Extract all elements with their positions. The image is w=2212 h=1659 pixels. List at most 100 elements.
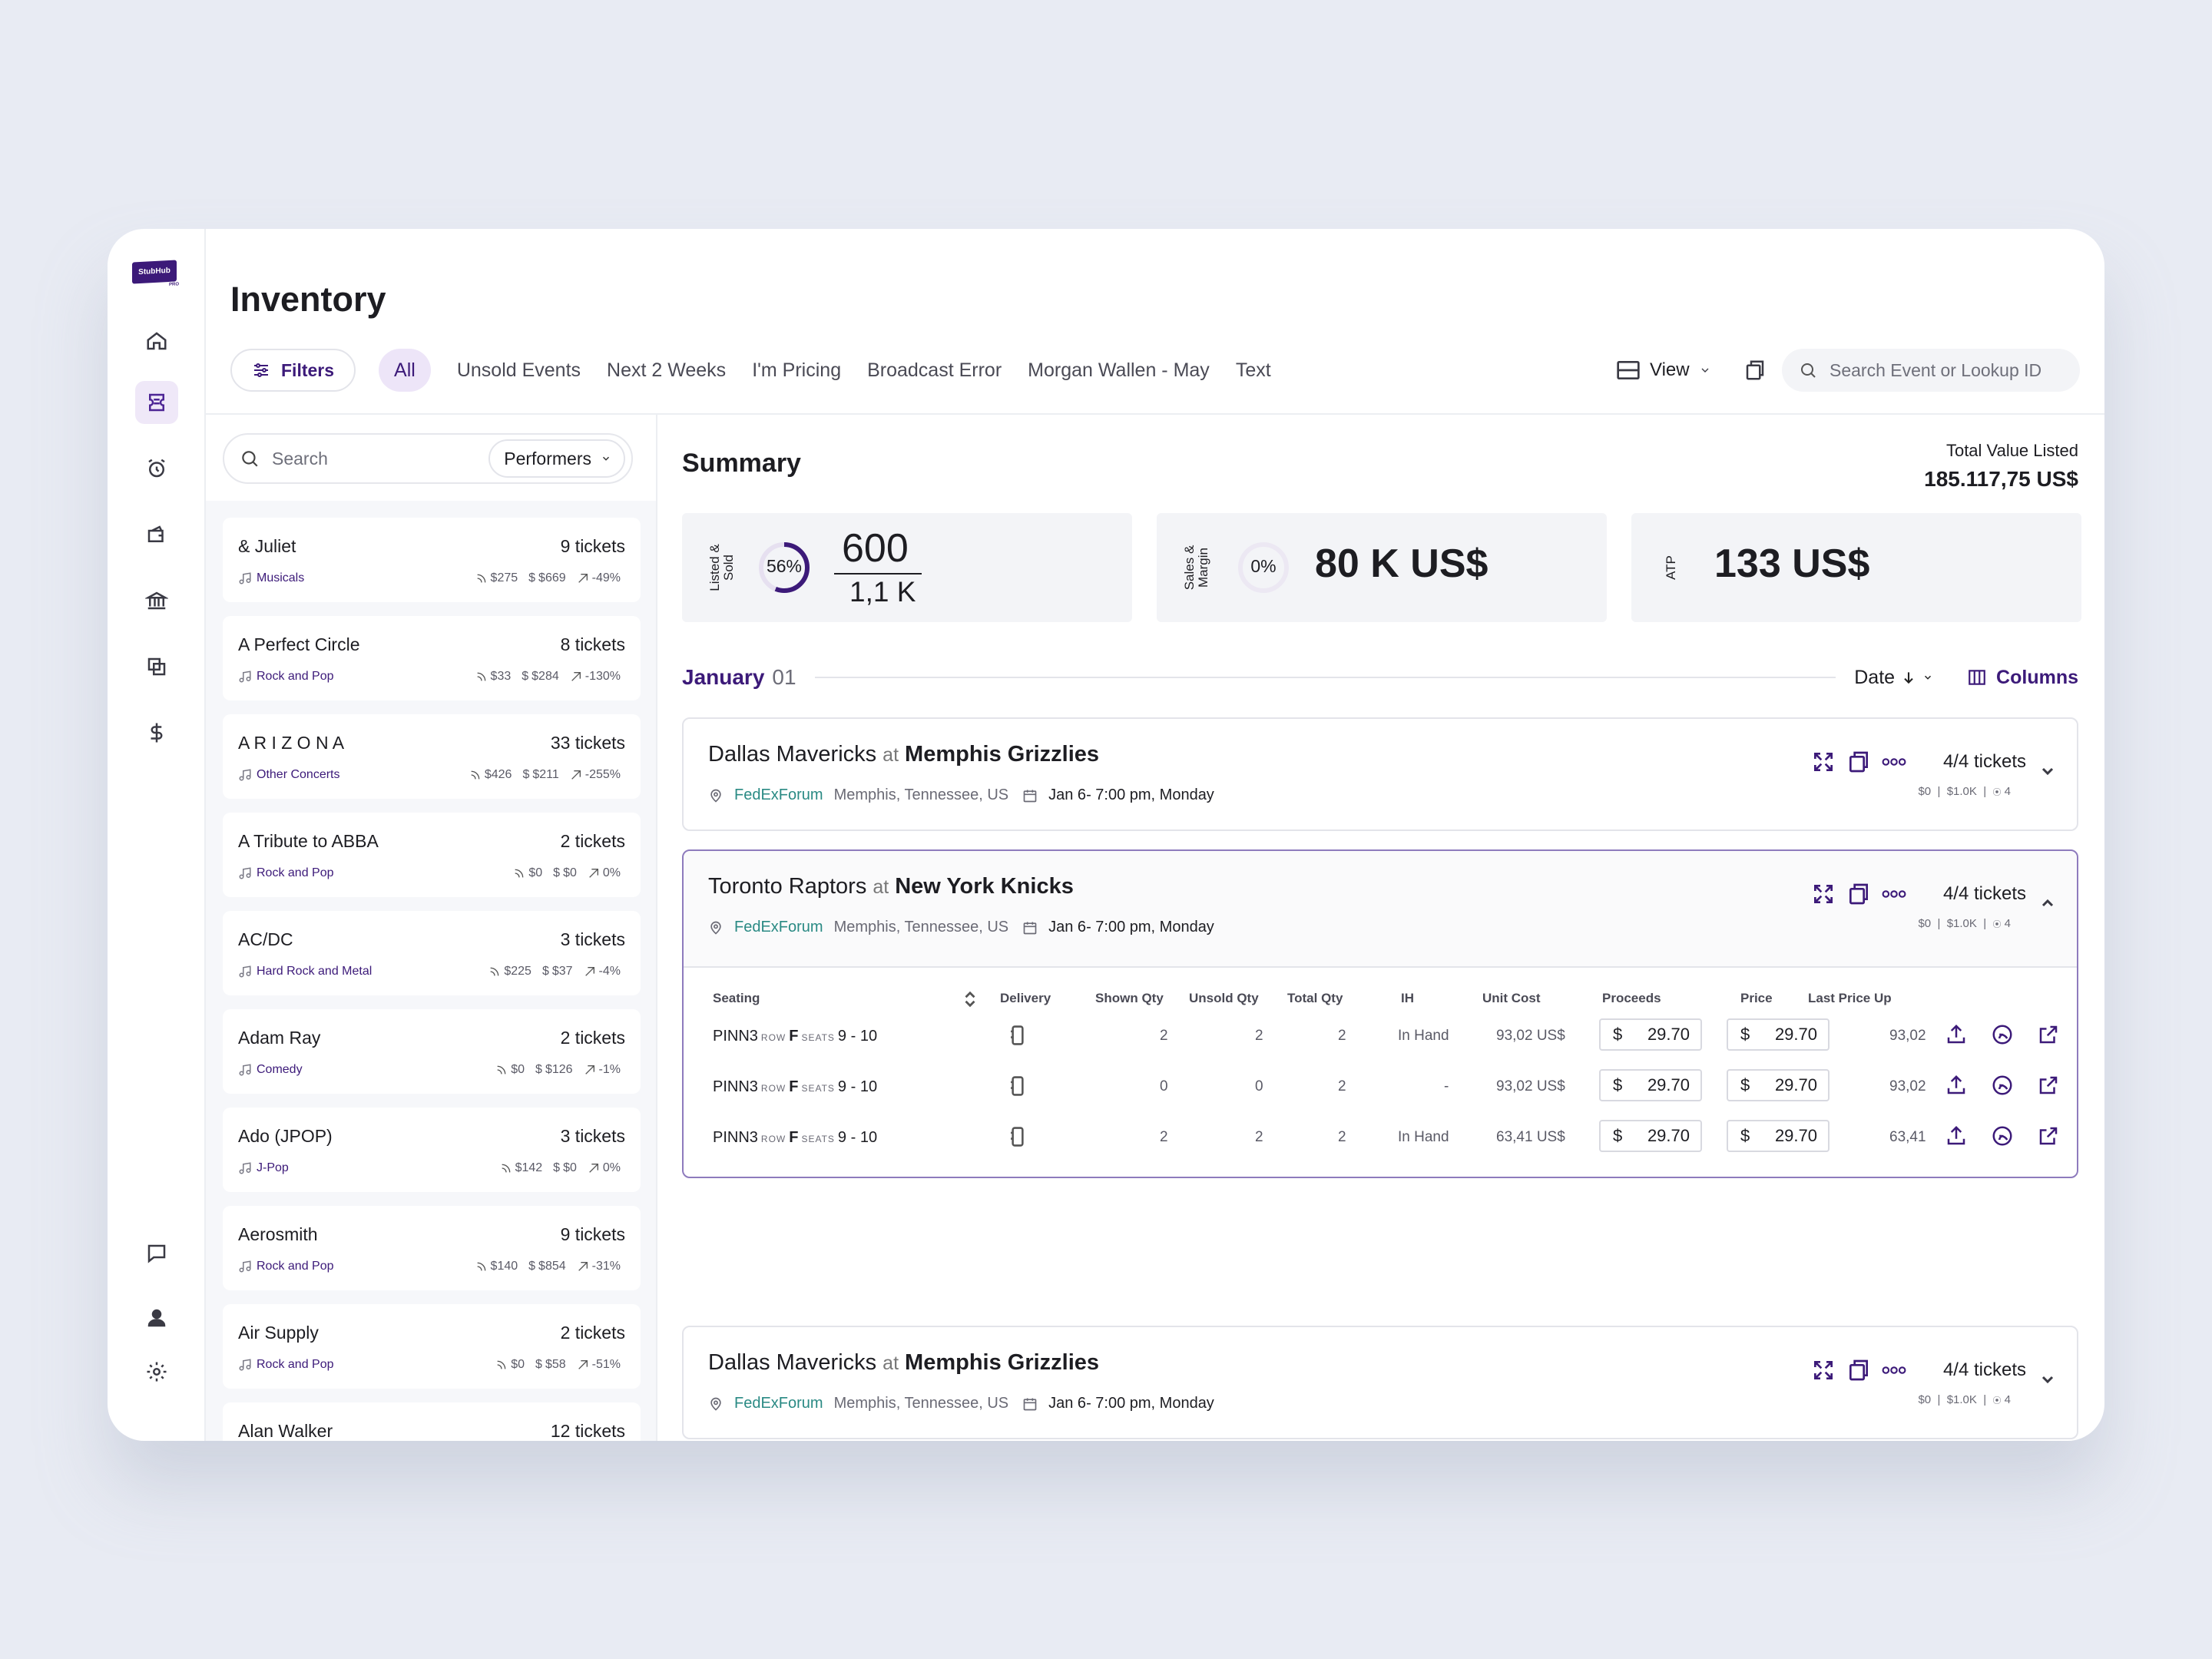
tab-unsold-events[interactable]: Unsold Events [456, 359, 581, 381]
price-input[interactable]: $29.70 [1727, 1120, 1830, 1152]
venue-link[interactable]: FedExForum [734, 786, 823, 803]
column-header[interactable]: Unsold Qty [1189, 991, 1259, 1005]
margin-icon [578, 574, 588, 583]
performer-card[interactable]: & Juliet 9 tickets Musicals $275 $ $669 -4… [223, 518, 641, 602]
stubhub-logo[interactable]: StubHub PRO [132, 260, 180, 289]
tab-next-2-weeks[interactable]: Next 2 Weeks [607, 359, 727, 381]
expand-icon[interactable] [1811, 750, 1836, 774]
filters-button[interactable]: Filters [230, 349, 356, 392]
external-link-icon[interactable] [2037, 1124, 2060, 1147]
performer-card[interactable]: Adam Ray 2 tickets Comedy $0 $ $126 -1% [223, 1009, 641, 1094]
expand-icon[interactable] [1811, 1358, 1836, 1382]
performer-tickets: 3 tickets [560, 929, 625, 949]
performer-search[interactable]: Performers [223, 433, 633, 484]
sort-icon[interactable] [963, 991, 977, 1008]
performers-dropdown[interactable]: Performers [488, 439, 625, 478]
event-meta: FedExForum Memphis, Tennessee, US Jan 6-… [708, 919, 1214, 936]
column-header[interactable]: Unit Cost [1482, 991, 1541, 1005]
duplicate-button[interactable] [1743, 359, 1767, 382]
broadcast-icon[interactable] [1991, 1074, 2014, 1097]
more-icon[interactable] [1882, 882, 1906, 906]
unsold-qty: 0 [1255, 1078, 1263, 1094]
external-link-icon[interactable] [2037, 1023, 2060, 1046]
duplicate-icon[interactable] [1846, 750, 1871, 774]
event-card[interactable]: Dallas Mavericks at Memphis Grizzlies FedE… [682, 717, 2078, 831]
venue-link[interactable]: FedExForum [734, 919, 823, 935]
sort-dropdown[interactable]: Date [1854, 667, 1933, 689]
event-actions [1811, 882, 1906, 906]
broadcast-icon[interactable] [1991, 1023, 2014, 1046]
dollar-icon: $ [522, 670, 529, 683]
tickets-icon[interactable] [135, 381, 178, 424]
dollar-icon[interactable] [135, 711, 178, 754]
proceeds-input[interactable]: $29.70 [1599, 1069, 1702, 1101]
settings-icon[interactable] [135, 1350, 178, 1393]
inventory-table: Seating Delivery Shown Qty Unsold Qty Total … [684, 966, 2077, 1152]
performer-card[interactable]: A Perfect Circle 8 tickets Rock and Pop $… [223, 616, 641, 700]
proceeds-input[interactable]: $29.70 [1599, 1120, 1702, 1152]
performer-search-input[interactable] [272, 448, 472, 469]
home-team: Memphis Grizzlies [905, 1350, 1100, 1375]
upload-icon[interactable] [1945, 1124, 1968, 1147]
user-icon[interactable] [135, 1296, 178, 1339]
upload-icon[interactable] [1945, 1023, 1968, 1046]
price-input[interactable]: $29.70 [1727, 1018, 1830, 1051]
performer-card[interactable]: Ado (JPOP) 3 tickets J-Pop $142 $ $0 0% [223, 1108, 641, 1192]
column-header[interactable]: Price [1740, 991, 1773, 1005]
column-header[interactable]: Total Qty [1287, 991, 1343, 1005]
performer-card[interactable]: Air Supply 2 tickets Rock and Pop $0 $ $58… [223, 1304, 641, 1389]
external-link-icon[interactable] [2037, 1074, 2060, 1097]
tab-text[interactable]: Text [1235, 359, 1271, 381]
event-search-input[interactable] [1830, 359, 2060, 381]
performer-card[interactable]: Aerosmith 9 tickets Rock and Pop $140 $ $8… [223, 1206, 641, 1290]
progress-ring [1238, 542, 1289, 593]
bank-icon[interactable] [135, 579, 178, 622]
alarm-icon[interactable] [135, 447, 178, 490]
copy-icon[interactable] [135, 645, 178, 688]
performer-card[interactable]: A Tribute to ABBA 2 tickets Rock and Pop … [223, 813, 641, 897]
divider [814, 677, 1836, 678]
broadcast-icon [477, 1262, 485, 1271]
columns-button[interactable]: Columns [1967, 667, 2078, 689]
duplicate-icon[interactable] [1846, 1358, 1871, 1382]
chevron-up-icon[interactable] [2038, 894, 2057, 912]
column-header[interactable]: Shown Qty [1095, 991, 1164, 1005]
calendar-icon [1023, 790, 1037, 802]
column-header[interactable]: IH [1401, 991, 1414, 1005]
chat-icon[interactable] [135, 1232, 178, 1275]
tab-im-pricing[interactable]: I'm Pricing [752, 359, 842, 381]
wallet-icon[interactable] [135, 513, 178, 556]
view-button[interactable]: View [1616, 359, 1711, 382]
chevron-down-icon[interactable] [2038, 1370, 2057, 1389]
column-header[interactable]: Delivery [1000, 991, 1051, 1005]
proceeds-input[interactable]: $29.70 [1599, 1018, 1702, 1051]
performer-card[interactable]: A R I Z O N A 33 tickets Other Concerts $… [223, 714, 641, 799]
tab-broadcast-error[interactable]: Broadcast Error [867, 359, 1002, 381]
duplicate-icon[interactable] [1846, 882, 1871, 906]
away-team: Dallas Mavericks [708, 1350, 877, 1375]
column-header[interactable]: Proceeds [1602, 991, 1661, 1005]
performer-card[interactable]: AC/DC 3 tickets Hard Rock and Metal $225 … [223, 911, 641, 995]
performer-card[interactable]: Alan Walker 12 tickets [223, 1402, 641, 1441]
app-window: StubHub PRO Inventory Filters All Unsold … [108, 229, 2104, 1441]
away-team: Toronto Raptors [708, 874, 867, 899]
upload-icon[interactable] [1945, 1074, 1968, 1097]
event-search[interactable] [1782, 349, 2080, 392]
chevron-down-icon[interactable] [2038, 762, 2057, 780]
home-team: New York Knicks [895, 874, 1074, 899]
column-header[interactable]: Seating [713, 991, 760, 1005]
venue-link[interactable]: FedExForum [734, 1395, 823, 1412]
more-icon[interactable] [1882, 750, 1906, 774]
event-card[interactable]: Dallas Mavericks at Memphis Grizzlies FedE… [682, 1326, 2078, 1439]
more-icon[interactable] [1882, 1358, 1906, 1382]
total-qty: 2 [1338, 1129, 1346, 1145]
price-input[interactable]: $29.70 [1727, 1069, 1830, 1101]
home-icon[interactable] [135, 320, 178, 363]
mobile-delivery-icon [1011, 1025, 1024, 1045]
column-header[interactable]: Last Price Up [1808, 991, 1892, 1005]
tab-all[interactable]: All [379, 349, 431, 392]
event-card[interactable]: Toronto Raptors at New York Knicks FedExFo… [682, 849, 2078, 1178]
broadcast-icon[interactable] [1991, 1124, 2014, 1147]
tab-morgan-wallen[interactable]: Morgan Wallen - May [1028, 359, 1210, 381]
expand-icon[interactable] [1811, 882, 1836, 906]
